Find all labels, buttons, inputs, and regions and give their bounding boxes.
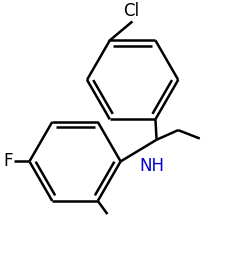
Text: Cl: Cl [123, 2, 140, 20]
Text: NH: NH [140, 156, 165, 174]
Text: F: F [3, 152, 13, 170]
